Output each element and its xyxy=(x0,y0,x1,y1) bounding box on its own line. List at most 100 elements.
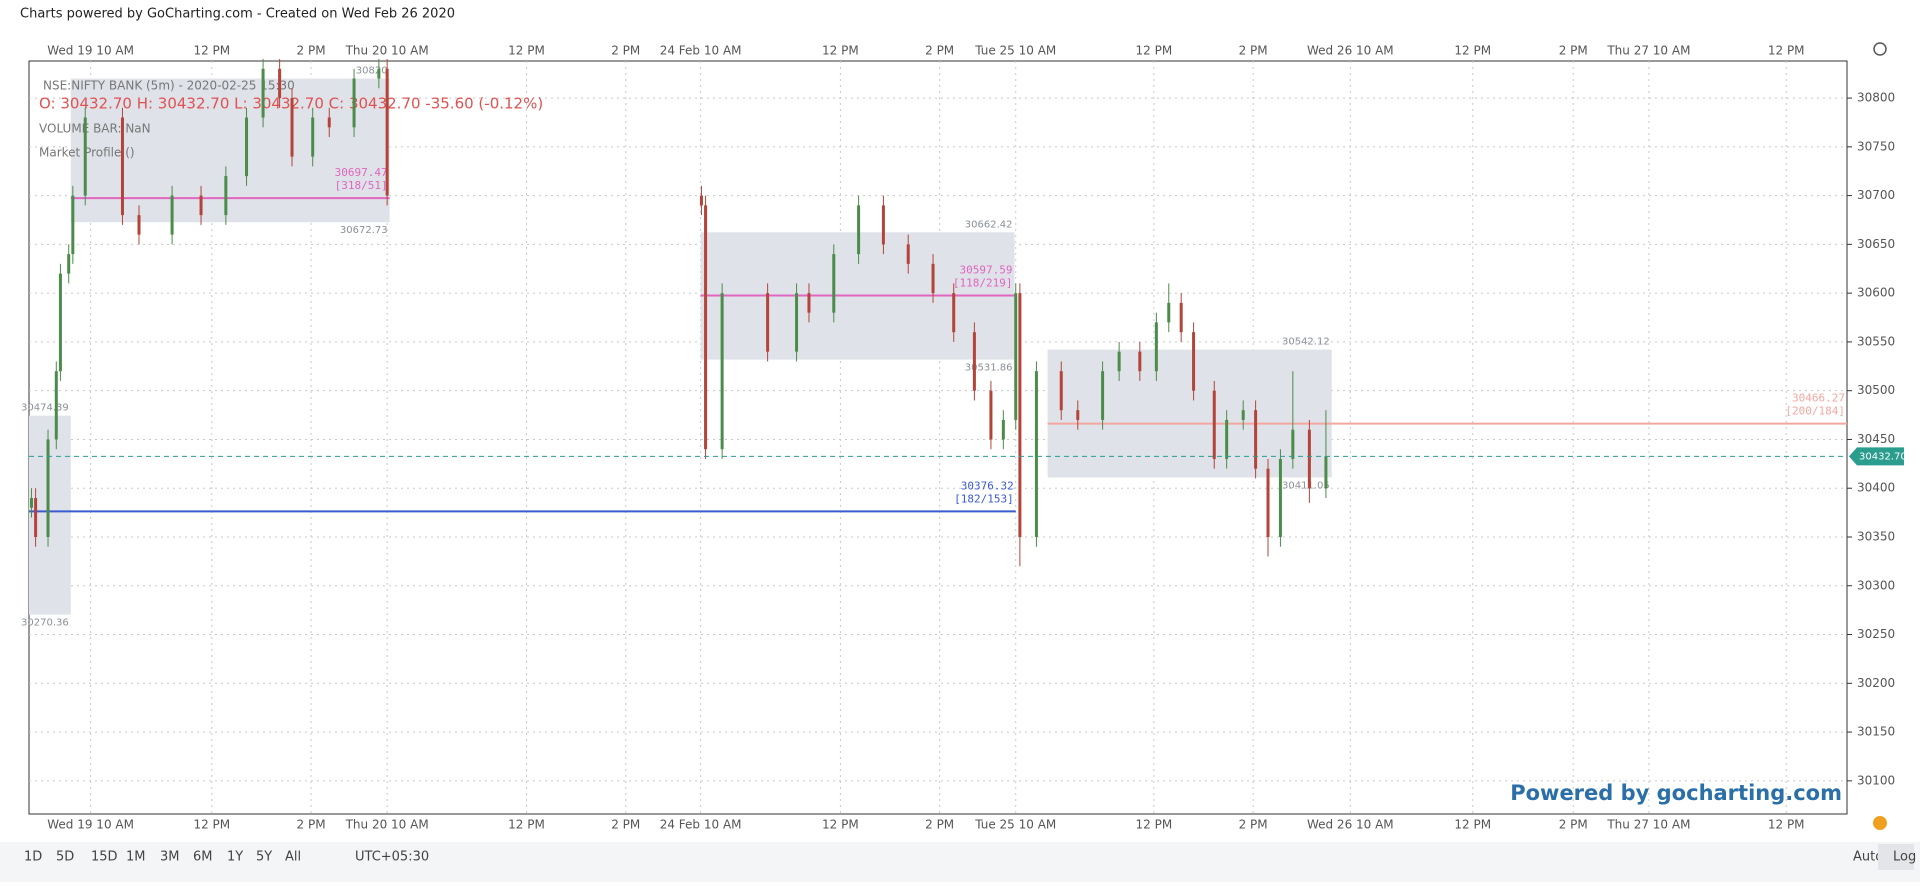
candle-body xyxy=(1034,371,1038,537)
candle-body xyxy=(1225,419,1229,459)
x-tick-label-top: 12 PM xyxy=(1136,44,1173,58)
candle-body xyxy=(972,332,976,391)
y-tick-label: 30100 xyxy=(1857,773,1895,787)
candle-body xyxy=(224,176,228,216)
x-tick-label: 12 PM xyxy=(1454,818,1491,832)
candle-body xyxy=(1076,410,1080,420)
vah-label: 30662.42 xyxy=(965,219,1013,230)
range-button[interactable]: 1D xyxy=(24,850,42,865)
x-tick-label: 2 PM xyxy=(611,818,640,832)
timezone[interactable]: UTC+05:30 xyxy=(355,850,429,865)
x-tick-label: Thu 20 10 AM xyxy=(345,818,429,832)
x-tick-label: 12 PM xyxy=(1768,818,1805,832)
range-button[interactable]: 1M xyxy=(126,850,146,865)
candle-body xyxy=(1324,456,1328,489)
candle-body xyxy=(34,497,38,537)
y-tick-label: 30650 xyxy=(1857,237,1895,251)
range-button[interactable]: 5D xyxy=(56,850,74,865)
candle-body xyxy=(261,68,265,118)
x-tick-label-top: 12 PM xyxy=(508,44,545,58)
auto-button[interactable]: Auto xyxy=(1853,850,1883,865)
candle-body xyxy=(931,263,935,294)
candle-body xyxy=(906,244,910,264)
candle-body xyxy=(29,497,33,508)
val-label: 30411.05 xyxy=(1282,480,1330,491)
x-tick-label-top: Thu 20 10 AM xyxy=(345,44,429,58)
candle-body xyxy=(1212,390,1216,459)
candle-body xyxy=(311,117,315,157)
candle-body xyxy=(290,98,294,157)
legend-symbol: NSE:NIFTY BANK (5m) - 2020-02-25 15:30 xyxy=(43,79,295,93)
candle-body xyxy=(54,371,58,440)
x-tick-label-top: 2 PM xyxy=(611,44,640,58)
candle-body xyxy=(352,78,356,128)
candle-body xyxy=(1307,429,1311,489)
candle-body xyxy=(1059,371,1063,411)
poc-label: 30597.59 xyxy=(960,263,1013,276)
y-tick-label: 30800 xyxy=(1857,91,1895,105)
y-tick-label: 30750 xyxy=(1857,139,1895,153)
candle-body xyxy=(1266,468,1270,537)
grid xyxy=(29,61,1852,814)
poc-label: 30376.32 xyxy=(961,479,1014,492)
poc-label: 30697.47 xyxy=(335,166,388,179)
log-button[interactable]: Log xyxy=(1893,850,1916,865)
x-tick-label: 12 PM xyxy=(822,818,859,832)
candle-body xyxy=(58,273,62,372)
range-button[interactable]: 5Y xyxy=(256,850,272,865)
y-tick-label: 30550 xyxy=(1857,334,1895,348)
range-button[interactable]: 3M xyxy=(160,850,180,865)
poc-volume: [318/51] xyxy=(335,179,388,192)
y-tick-label: 30250 xyxy=(1857,627,1895,641)
candle-body xyxy=(952,293,956,333)
candle-body xyxy=(199,195,203,216)
x-tick-label-top: Wed 26 10 AM xyxy=(1307,44,1394,58)
x-tick-label-top: 2 PM xyxy=(297,44,326,58)
settings-icon[interactable] xyxy=(1873,42,1887,56)
candle-body xyxy=(699,195,703,206)
candle-body xyxy=(704,205,708,450)
x-tick-label: 2 PM xyxy=(297,818,326,832)
candle-body xyxy=(278,68,282,99)
legend-volume: VOLUME BAR: NaN xyxy=(39,122,151,136)
x-tick-label: 24 Feb 10 AM xyxy=(660,818,742,832)
vah-label: 30820 xyxy=(356,66,388,77)
candle-body xyxy=(1001,419,1005,440)
candle-body xyxy=(120,117,124,216)
candle-body xyxy=(46,439,50,537)
candle-body xyxy=(1254,410,1258,469)
x-tick-label: Wed 19 10 AM xyxy=(47,818,134,832)
poc-volume: [118/219] xyxy=(953,276,1013,289)
x-tick-label-top: 2 PM xyxy=(1239,44,1268,58)
last-price-label: 30432.70 xyxy=(1859,451,1907,462)
candle-body xyxy=(377,68,381,79)
x-tick-label-top: Thu 27 10 AM xyxy=(1606,44,1690,58)
range-button[interactable]: 6M xyxy=(193,850,213,865)
x-tick-label-top: Tue 25 10 AM xyxy=(974,44,1056,58)
candle-body xyxy=(245,117,249,177)
candle-body xyxy=(857,205,861,255)
val-label: 30531.86 xyxy=(965,363,1013,374)
val-label: 30672.73 xyxy=(340,225,388,236)
y-tick-label: 30200 xyxy=(1857,676,1895,690)
x-tick-label: 12 PM xyxy=(508,818,545,832)
value-area xyxy=(1047,349,1332,478)
x-tick-label: 2 PM xyxy=(925,818,954,832)
poc-volume: [182/153] xyxy=(954,492,1014,505)
range-button[interactable]: 1Y xyxy=(227,850,243,865)
candle-body xyxy=(720,293,724,450)
range-button[interactable]: All xyxy=(285,850,301,865)
candle-body xyxy=(1241,410,1245,420)
marks xyxy=(29,78,1332,615)
range-button[interactable]: 15D xyxy=(91,850,118,865)
x-tick-label-top: 12 PM xyxy=(822,44,859,58)
x-tick-label-top: 24 Feb 10 AM xyxy=(660,44,742,58)
candle-body xyxy=(1192,332,1196,391)
candle-body xyxy=(1117,351,1121,372)
candle-body xyxy=(1014,293,1018,420)
toolbar-bg xyxy=(0,842,1920,882)
candle-body xyxy=(1154,322,1158,372)
x-tick-label-top: 2 PM xyxy=(925,44,954,58)
x-tick-label-top: 12 PM xyxy=(193,44,230,58)
